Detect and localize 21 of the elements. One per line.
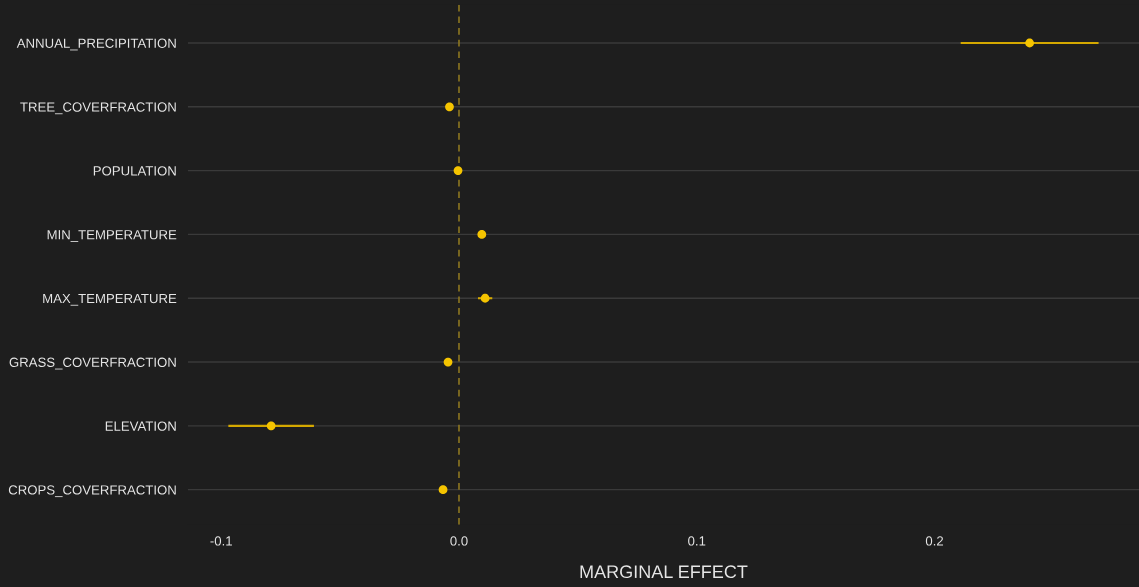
y-tick-label: TREE_COVERFRACTION [20, 102, 176, 115]
x-tick-label: 0.1 [688, 536, 706, 546]
point [453, 166, 463, 175]
y-tick-label: CROPS_COVERFRACTION [8, 485, 176, 498]
x-axis-title: MARGINAL EFFECT [580, 565, 748, 579]
y-tick-label: GRASS_COVERFRACTION [9, 357, 176, 370]
point [477, 230, 487, 239]
point [443, 357, 453, 367]
point [480, 293, 490, 303]
y-tick-label: ELEVATION [105, 421, 176, 431]
x-tick-label: -0.1 [210, 536, 232, 546]
point [1025, 38, 1035, 48]
point [438, 485, 448, 495]
x-tick-label: 0.0 [450, 536, 468, 546]
y-tick-label: ANNUAL_PRECIPITATION [16, 38, 176, 51]
y-tick-label: MAX_TEMPERATURE [43, 293, 177, 306]
y-tick-label: MIN_TEMPERATURE [47, 230, 177, 242]
y-tick-label: POPULATION [93, 166, 176, 176]
x-tick-label: 0.2 [925, 536, 944, 546]
point [445, 102, 454, 112]
point [266, 421, 276, 431]
